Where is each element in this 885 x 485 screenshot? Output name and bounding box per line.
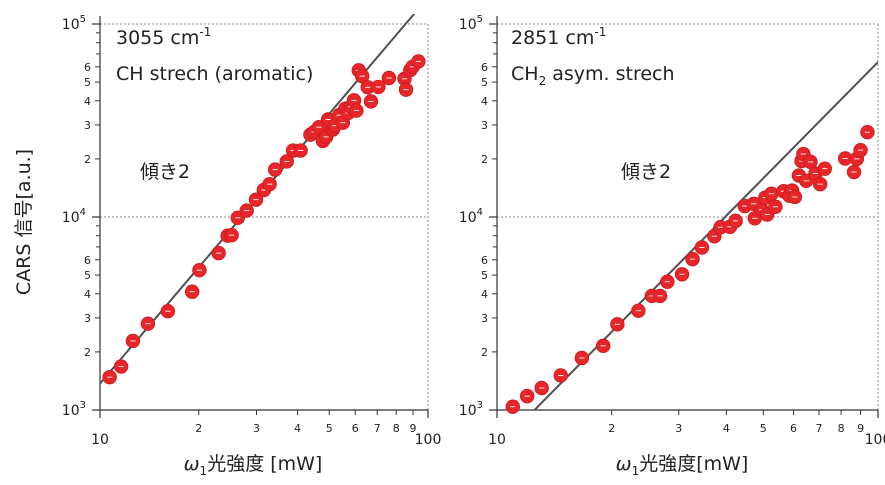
y-tick-label: 104 [62,207,86,226]
x-tick-label: 100 [415,432,442,448]
y-tick-base: 10 [62,403,80,419]
y-minor-tick-label: 5 [84,269,91,282]
y-minor-tick-label: 6 [481,61,488,74]
y-minor-tick-label: 2 [481,153,488,166]
annotation-mode-pre: CH [511,63,539,85]
x-tick-label: 10 [91,432,109,448]
annotation-mode: CH strech (aromatic) [116,63,313,85]
y-tick-base: 10 [459,210,477,226]
y-tick-exp: 4 [80,207,86,218]
annotation-wavenumber: 2851 cm-1 [511,25,606,49]
annotation-mode-sub: 2 [539,74,547,88]
y-tick-exp: 5 [80,14,86,25]
y-minor-tick-label: 4 [84,95,91,108]
x-minor-tick-label: 8 [393,422,400,435]
x-minor-tick-label: 2 [608,422,615,435]
y-tick-label: 103 [62,400,86,419]
y-minor-tick-label: 4 [481,95,488,108]
annotation-wavenumber-value: 3055 cm [116,27,199,49]
y-minor-tick-label: 6 [84,254,91,267]
chart-right: 103234561042345610510100234567892851 cm-… [459,14,885,478]
annotation-wavenumber-sup: -1 [199,25,211,39]
y-tick-label: 104 [459,207,483,226]
x-minor-tick-label: 9 [409,422,416,435]
y-tick-label: 105 [459,14,483,33]
x-axis-label-symbol: ω [616,453,632,475]
x-minor-tick-label: 9 [857,422,864,435]
x-minor-tick-label: 3 [253,422,260,435]
x-minor-tick-label: 7 [374,422,381,435]
y-minor-tick-label: 6 [481,254,488,267]
slope-label: 傾き2 [621,161,671,183]
x-minor-tick-label: 4 [723,422,730,435]
annotation-wavenumber-value: 2851 cm [511,27,594,49]
annotation-wavenumber: 3055 cm-1 [116,25,211,49]
y-minor-tick-label: 4 [84,288,91,301]
y-minor-tick-label: 3 [84,119,91,132]
x-tick-label: 100 [865,432,885,448]
y-minor-tick-label: 5 [481,76,488,89]
y-tick-exp: 3 [80,400,86,411]
y-minor-tick-label: 4 [481,288,488,301]
x-axis-label-sub: 1 [200,464,208,478]
y-minor-tick-label: 5 [84,76,91,89]
x-minor-tick-label: 2 [195,422,202,435]
y-tick-exp: 5 [477,14,483,25]
x-minor-tick-label: 3 [675,422,682,435]
y-minor-tick-label: 2 [84,346,91,359]
y-tick-label: 103 [459,400,483,419]
x-minor-tick-label: 6 [790,422,797,435]
x-minor-tick-label: 7 [815,422,822,435]
annotation-wavenumber-sup: -1 [594,25,606,39]
x-minor-tick-label: 4 [294,422,301,435]
y-minor-tick-label: 2 [84,153,91,166]
y-tick-label: 105 [62,14,86,33]
y-tick-base: 10 [62,210,80,226]
y-axis-label: CARS 信号[a.u.] [13,149,35,295]
x-minor-tick-label: 5 [760,422,767,435]
x-minor-tick-label: 8 [838,422,845,435]
x-axis-label-sub: 1 [632,464,640,478]
y-tick-exp: 4 [477,207,483,218]
y-minor-tick-label: 3 [481,312,488,325]
x-axis-label-symbol: ω [184,453,200,475]
y-tick-base: 10 [459,17,477,33]
y-tick-base: 10 [62,17,80,33]
x-axis-label-text: 光強度 [mW] [207,453,322,475]
x-axis-label: ω1光強度 [mW] [184,453,323,478]
x-minor-tick-label: 6 [352,422,359,435]
annotation-mode: CH2 asym. strech [511,63,675,88]
y-tick-exp: 3 [477,400,483,411]
x-axis-label-text: 光強度[mW] [639,453,748,475]
y-tick-base: 10 [459,403,477,419]
y-minor-tick-label: 6 [84,61,91,74]
y-minor-tick-label: 3 [84,312,91,325]
y-minor-tick-label: 3 [481,119,488,132]
x-axis-label: ω1光強度[mW] [616,453,749,478]
x-tick-label: 10 [488,432,506,448]
x-minor-tick-label: 5 [326,422,333,435]
annotation-mode-post: asym. strech [546,63,674,85]
slope-label: 傾き2 [140,161,190,183]
y-minor-tick-label: 5 [481,269,488,282]
y-minor-tick-label: 2 [481,346,488,359]
